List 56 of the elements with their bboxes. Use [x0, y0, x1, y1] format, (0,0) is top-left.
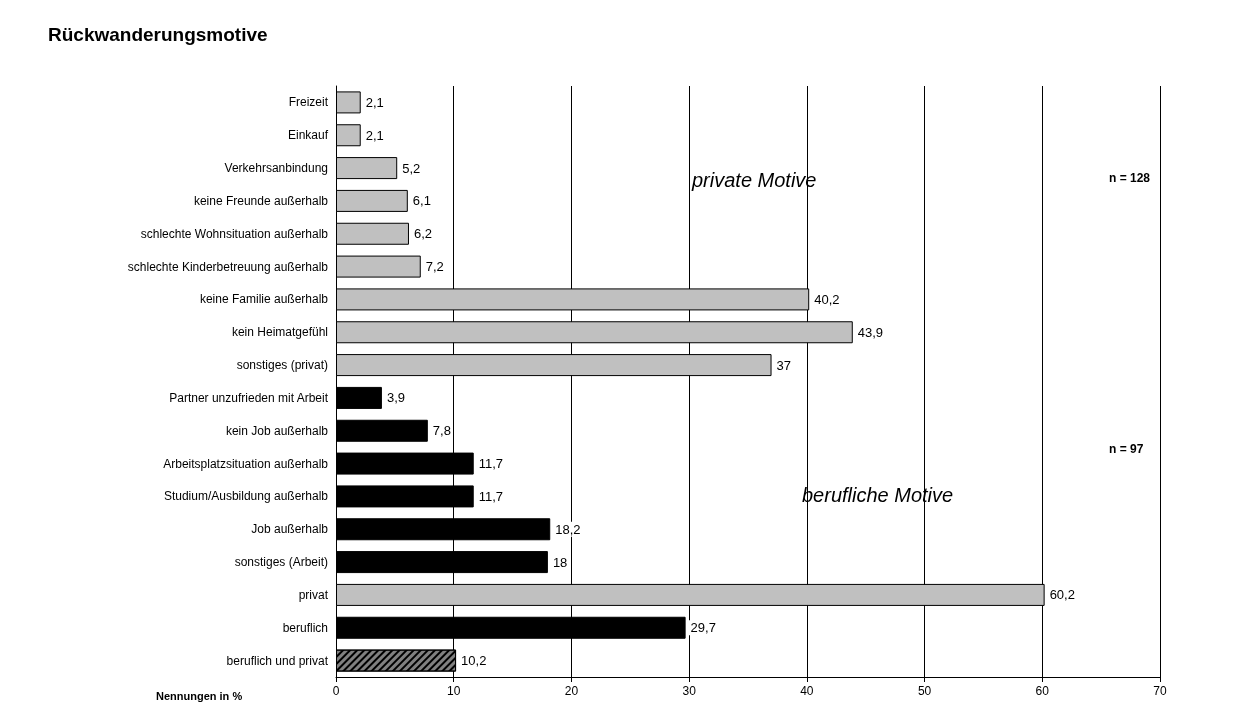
- data-label: 18,2: [555, 521, 581, 537]
- data-label: 2,1: [365, 127, 384, 143]
- y-tick-label: keine Familie außerhalb: [199, 292, 329, 307]
- annotation: n = 128: [1109, 171, 1151, 185]
- data-label: 11,7: [478, 488, 504, 504]
- y-tick-label: schlechte Wohnsituation außerhalb: [140, 226, 329, 241]
- data-label: 6,2: [413, 226, 433, 242]
- text: Rückwanderungsmotive: [48, 24, 268, 45]
- y-tick-label: sonstiges (privat): [236, 358, 328, 373]
- y-tick-label: keine Freunde außerhalb: [193, 193, 329, 208]
- data-label: 10,2: [461, 653, 487, 669]
- bar: [336, 124, 361, 147]
- data-label: 43,9: [857, 324, 884, 340]
- bar: [336, 386, 382, 409]
- y-tick-label: kein Heimatgefühl: [231, 325, 328, 340]
- y-tick-label: Einkauf: [287, 128, 329, 143]
- data-label: 11,7: [478, 456, 504, 472]
- y-tick-label: Freizeit: [288, 95, 329, 110]
- data-label: 2,1: [365, 94, 384, 110]
- y-tick-label: Arbeitsplatzsituation außerhalb: [163, 456, 329, 471]
- x-tick-label: 0: [332, 684, 340, 698]
- x-tick-label: 20: [564, 684, 579, 698]
- data-label: 7,2: [425, 259, 444, 275]
- y-tick-label: beruflich: [282, 620, 328, 635]
- y-tick-label: Verkehrsanbindung: [224, 161, 328, 176]
- x-tick-label: 10: [447, 684, 461, 698]
- annotation: n = 97: [1109, 442, 1144, 456]
- y-tick-label: Job außerhalb: [251, 522, 329, 537]
- x-tick-label: 30: [682, 684, 697, 698]
- x-tick-label: 40: [800, 684, 814, 698]
- y-tick-label: Studium/Ausbildung außerhalb: [163, 489, 329, 504]
- data-label: 18: [552, 554, 568, 570]
- data-label: 40,2: [814, 291, 840, 307]
- y-tick-label: sonstiges (Arbeit): [234, 555, 328, 570]
- y-tick-label: schlechte Kinderbetreuung außerhalb: [127, 259, 329, 274]
- data-label: 7,8: [432, 423, 451, 439]
- bar: [336, 419, 428, 442]
- data-label: 60,2: [1049, 587, 1075, 603]
- y-tick-label: kein Job außerhalb: [225, 423, 329, 438]
- y-tick-label: beruflich und privat: [226, 653, 329, 668]
- x-axis-title: Nennungen in %: [156, 689, 243, 702]
- y-tick-label: Partner unzufrieden mit Arbeit: [169, 390, 329, 405]
- x-tick-label: 70: [1153, 684, 1167, 698]
- bar: [336, 255, 421, 278]
- y-tick-label: privat: [298, 587, 329, 602]
- x-tick-label: 60: [1035, 684, 1050, 698]
- bar: [336, 222, 409, 245]
- x-tick-label: 50: [917, 684, 932, 698]
- bar: [336, 91, 361, 114]
- data-label: 6,1: [412, 193, 431, 209]
- data-label: 3,9: [386, 390, 405, 406]
- data-label: 5,2: [402, 160, 421, 176]
- data-label: 37: [776, 357, 792, 373]
- bar: [336, 189, 408, 212]
- bar: [336, 157, 398, 180]
- data-label: 29,7: [690, 620, 716, 636]
